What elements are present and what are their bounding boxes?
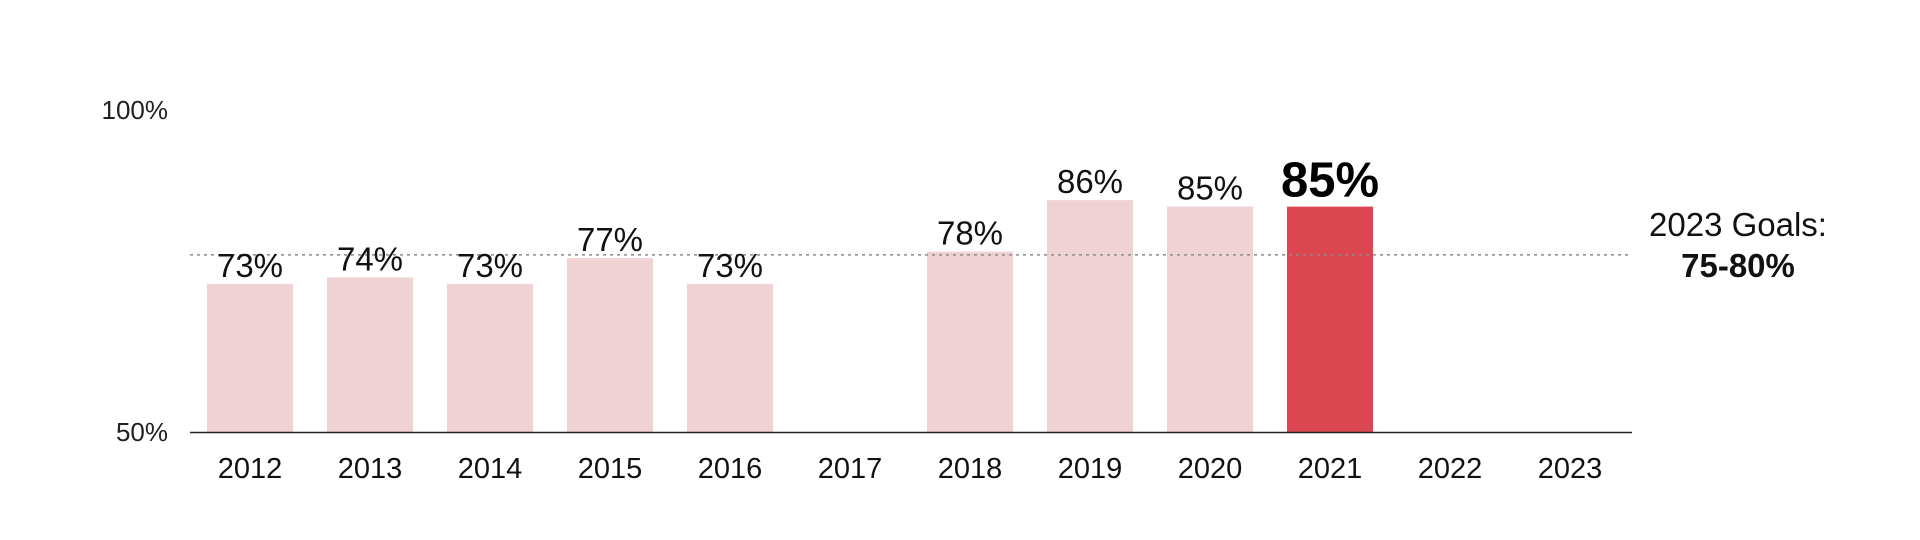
x-tick-label: 2013 — [338, 453, 403, 485]
bar-highlight — [1287, 206, 1373, 432]
value-label: 78% — [937, 215, 1003, 252]
value-label: 77% — [577, 221, 643, 258]
x-tick-label: 2022 — [1418, 453, 1483, 485]
bar — [1047, 200, 1133, 432]
bars-layer — [207, 200, 1373, 432]
y-tick-label: 100% — [102, 95, 169, 125]
x-axis-ticks: 2012 2013 2014 2015 2016 2017 2018 2019 2020 2021… — [218, 453, 1603, 485]
goal-annotation-title: 2023 Goals: — [1649, 206, 1827, 243]
y-tick-label: 50% — [116, 417, 168, 447]
bar — [1167, 206, 1253, 432]
goal-annotation: 2023 Goals: 75-80% — [1649, 206, 1827, 284]
x-tick-label: 2012 — [218, 453, 283, 485]
x-tick-label: 2023 — [1538, 453, 1603, 485]
value-label: 85% — [1177, 170, 1243, 207]
value-labels: 73% 74% 73% 77% 73% 78% 86% 85% 85% — [217, 154, 1379, 284]
value-label-highlight: 85% — [1281, 154, 1379, 208]
y-axis-ticks: 50% 100% — [102, 95, 169, 447]
goal-annotation-range: 75-80% — [1681, 247, 1795, 284]
x-tick-label: 2020 — [1178, 453, 1243, 485]
value-label: 73% — [457, 247, 523, 284]
bar — [207, 283, 293, 432]
bar — [927, 251, 1013, 432]
x-tick-label: 2016 — [698, 453, 763, 485]
x-tick-label: 2019 — [1058, 453, 1123, 485]
bar — [687, 283, 773, 432]
value-label: 86% — [1057, 163, 1123, 200]
bar — [327, 277, 413, 432]
value-label: 73% — [697, 247, 763, 284]
x-tick-label: 2015 — [578, 453, 643, 485]
bar — [447, 283, 533, 432]
value-label: 73% — [217, 247, 283, 284]
value-label: 74% — [337, 240, 403, 277]
bar — [567, 258, 653, 432]
x-tick-label: 2018 — [938, 453, 1003, 485]
x-tick-label: 2014 — [458, 453, 523, 485]
x-tick-label: 2017 — [818, 453, 883, 485]
x-tick-label: 2021 — [1298, 453, 1363, 485]
